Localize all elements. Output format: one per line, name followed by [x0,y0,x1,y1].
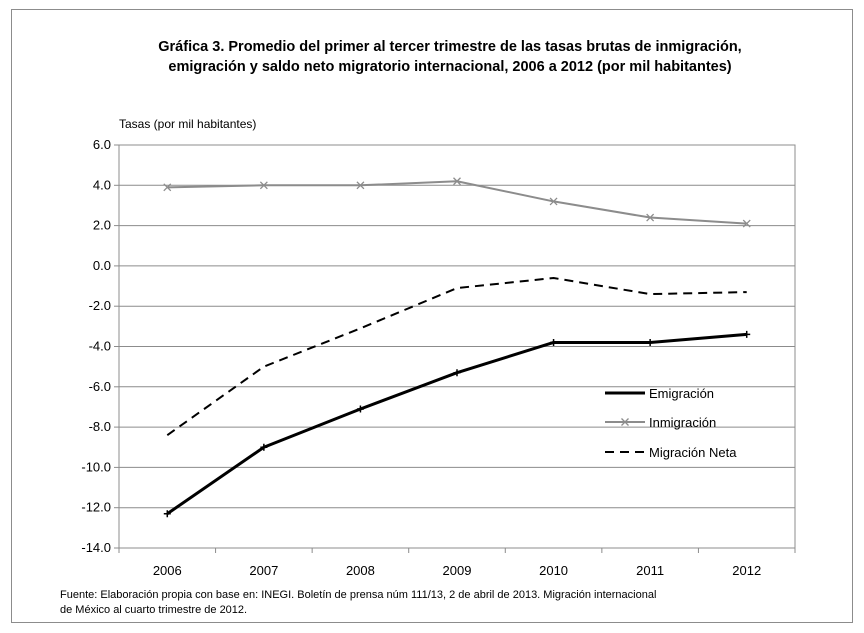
legend-label-1: Emigración [649,386,714,401]
data-point [260,443,268,451]
data-point [550,338,558,346]
x-tick-label: 2008 [346,563,375,578]
y-axis-title: Tasas (por mil habitantes) [119,117,257,131]
x-tick-label: 2010 [539,563,568,578]
y-tick-label: -6.0 [89,379,111,394]
y-tick-label: 0.0 [93,258,111,273]
series-line-2 [167,180,747,225]
data-point [453,369,461,377]
y-tick-label: -2.0 [89,298,111,313]
data-point [646,338,654,346]
data-point [259,181,268,190]
data-point [453,177,461,186]
data-point [549,197,558,206]
y-tick-label: -14.0 [81,540,111,555]
x-tick-label: 2012 [732,563,761,578]
legend-marker [621,418,629,426]
y-tick-label: 6.0 [93,137,111,152]
chart-title-line-2: emigración y saldo neto migratorio inter… [168,59,732,75]
data-point [163,183,172,192]
x-tick-label: 2009 [443,563,472,578]
x-tick-label: 2011 [636,563,664,578]
legend-label-3: Migración Neta [649,445,737,460]
legend-label-2: Inmigración [649,415,716,430]
y-tick-label: -10.0 [81,459,111,474]
series-line-3 [166,276,747,436]
y-tick-label: -12.0 [81,500,111,515]
y-tick-label: -8.0 [89,419,111,434]
y-tick-label: 2.0 [93,218,111,233]
y-tick-label: -4.0 [89,339,111,354]
data-point [646,213,655,222]
data-point [743,330,751,338]
source-note: Fuente: Elaboración propia con base en: … [60,588,800,618]
chart-title: Gráfica 3. Promedio del primer al tercer… [70,37,830,77]
data-point [356,181,365,190]
data-point [742,219,751,228]
y-tick-label: 4.0 [93,177,111,192]
chart-frame [11,9,853,623]
x-tick-label: 2006 [153,563,182,578]
x-tick-label: 2007 [249,563,278,578]
data-point [356,405,364,413]
source-note-line-1: Fuente: Elaboración propia con base en: … [60,589,657,601]
data-point [163,510,171,518]
source-note-line-2: de México al cuarto trimestre de 2012. [60,604,248,616]
chart-title-line-1: Gráfica 3. Promedio del primer al tercer… [158,39,742,55]
